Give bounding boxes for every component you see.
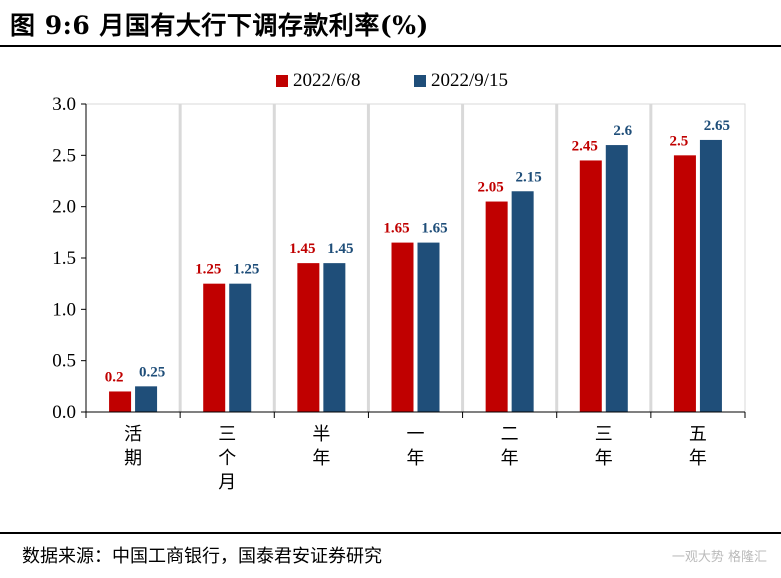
bar-series-a [579, 160, 602, 412]
data-label-series-a: 2.5 [670, 133, 689, 149]
figure-title: 图 9:6 月国有大行下调存款利率(%) [10, 11, 429, 40]
bar-series-a [673, 155, 696, 413]
data-label-series-b: 2.15 [516, 169, 542, 185]
legend-label: 2022/6/8 [293, 70, 361, 91]
y-tick-label: 0.0 [52, 402, 76, 423]
bar-series-b [229, 283, 252, 412]
x-category-label: 一年 [407, 424, 425, 469]
data-label-series-a: 2.45 [572, 138, 598, 154]
bar-series-a [391, 242, 414, 412]
bar-chart: 0.0 0.5 1.0 1.5 2.0 2.5 3.0 0.2 1.25 1.45 1.65 2.05… [52, 70, 746, 493]
data-label-series-b: 1.65 [421, 221, 447, 237]
data-label-series-b: 2.65 [704, 118, 730, 134]
plot-area-frame [85, 103, 746, 413]
bar-series-b [135, 386, 158, 412]
y-tick-label: 1.5 [52, 248, 76, 269]
legend-swatch [276, 75, 288, 87]
x-category-label: 三个月 [218, 424, 236, 493]
data-label-series-b: 1.25 [233, 262, 259, 278]
x-category-label: 三年 [595, 424, 613, 469]
bar-series-b [605, 145, 628, 413]
bar-series-b [417, 242, 440, 412]
bar-series-a [203, 283, 226, 412]
watermark-logo: 一观大势 格隆汇 [672, 546, 767, 565]
x-category-label: 二年 [501, 424, 519, 469]
data-label-series-b: 2.6 [613, 123, 632, 139]
bar-series-a [297, 263, 320, 412]
y-tick-label: 0.5 [52, 351, 76, 372]
data-label-series-a: 1.65 [383, 221, 409, 237]
y-tick-label: 1.0 [52, 299, 76, 320]
watermark-text: 一观大势 格隆汇 [671, 550, 767, 565]
x-category-label: 活期 [124, 424, 142, 469]
source-rule [0, 532, 781, 534]
title-rule [0, 45, 781, 47]
data-label-series-a: 1.25 [195, 262, 221, 278]
bar-series-b [511, 191, 534, 412]
data-label-series-a: 1.45 [289, 241, 315, 257]
bar-series-a [485, 201, 508, 412]
legend-swatch [414, 75, 426, 87]
source-note: 数据来源：中国工商银行，国泰君安证券研究 [22, 546, 382, 567]
data-label-series-a: 0.2 [105, 369, 124, 385]
y-tick-label: 2.5 [52, 145, 76, 166]
data-label-series-b: 0.25 [139, 364, 165, 380]
x-category-label: 五年 [689, 424, 707, 469]
y-tick-label: 3.0 [52, 94, 76, 115]
y-tick-label: 2.0 [52, 197, 76, 218]
bar-series-b [323, 263, 346, 412]
bar-series-b [699, 139, 722, 412]
x-category-label: 半年 [312, 424, 330, 469]
bar-series-a [109, 391, 132, 412]
legend-label: 2022/9/15 [431, 70, 508, 91]
data-label-series-a: 2.05 [478, 180, 504, 196]
data-label-series-b: 1.45 [327, 241, 353, 257]
